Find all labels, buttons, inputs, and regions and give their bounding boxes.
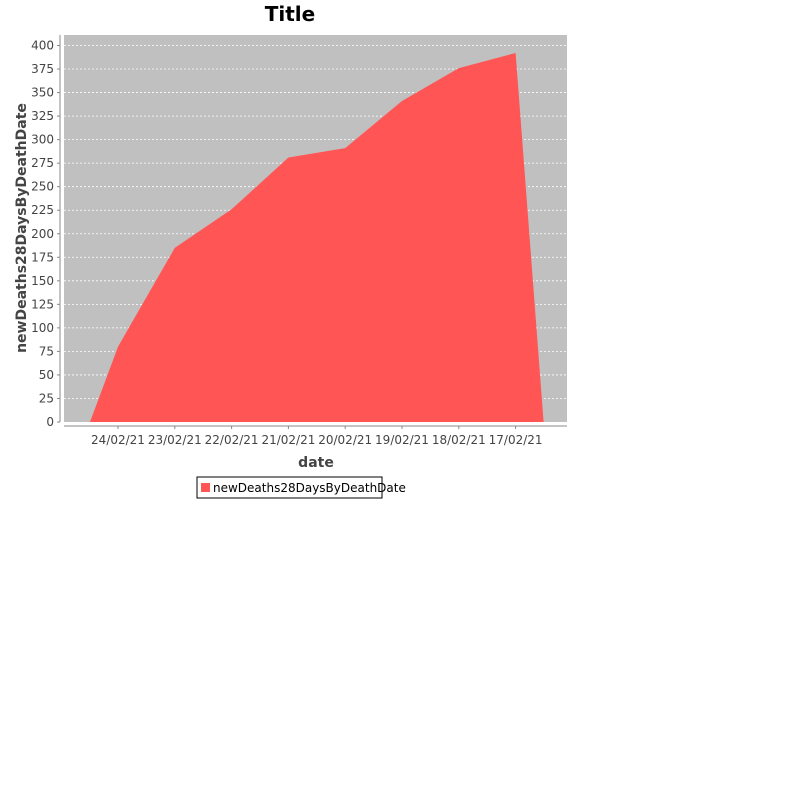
y-tick-label: 0 <box>46 415 54 429</box>
legend-box <box>196 476 383 499</box>
y-tick-label: 125 <box>31 297 54 311</box>
area-series-fill <box>90 53 544 422</box>
y-tick-label: 400 <box>31 39 54 53</box>
x-tick-label: 17/02/21 <box>489 433 543 447</box>
y-tick-label: 325 <box>31 109 54 123</box>
y-tick-label: 150 <box>31 274 54 288</box>
y-tick-label: 300 <box>31 133 54 147</box>
y-tick-label: 50 <box>39 368 54 382</box>
legend: newDeaths28DaysByDeathDate <box>196 476 406 499</box>
x-axis-ticks: 24/02/21 23/02/21 22/02/21 21/02/21 20/02/21… <box>91 426 543 447</box>
chart-title: Title <box>265 2 315 26</box>
y-tick-label: 200 <box>31 227 54 241</box>
x-tick-label: 20/02/21 <box>318 433 372 447</box>
y-tick-label: 225 <box>31 203 54 217</box>
y-tick-label: 100 <box>31 321 54 335</box>
y-tick-label: 75 <box>39 344 54 358</box>
y-tick-label: 250 <box>31 180 54 194</box>
legend-label: newDeaths28DaysByDeathDate <box>213 481 406 495</box>
x-tick-label: 18/02/21 <box>432 433 486 447</box>
x-tick-label: 23/02/21 <box>148 433 202 447</box>
x-tick-label: 24/02/21 <box>91 433 145 447</box>
y-tick-label: 375 <box>31 62 54 76</box>
y-tick-label: 25 <box>39 391 54 405</box>
x-axis-label: date <box>298 455 334 471</box>
y-tick-label: 350 <box>31 86 54 100</box>
y-tick-label: 275 <box>31 156 54 170</box>
x-tick-label: 22/02/21 <box>205 433 259 447</box>
x-tick-label: 19/02/21 <box>375 433 429 447</box>
y-axis-label: newDeaths28DaysByDeathDate <box>14 103 30 353</box>
legend-swatch <box>201 483 210 492</box>
y-tick-label: 175 <box>31 250 54 264</box>
x-tick-label: 21/02/21 <box>261 433 315 447</box>
y-axis-ticks: 0 25 50 75 100 125 150 175 200 225 250 275 300 325 350… <box>31 39 60 429</box>
